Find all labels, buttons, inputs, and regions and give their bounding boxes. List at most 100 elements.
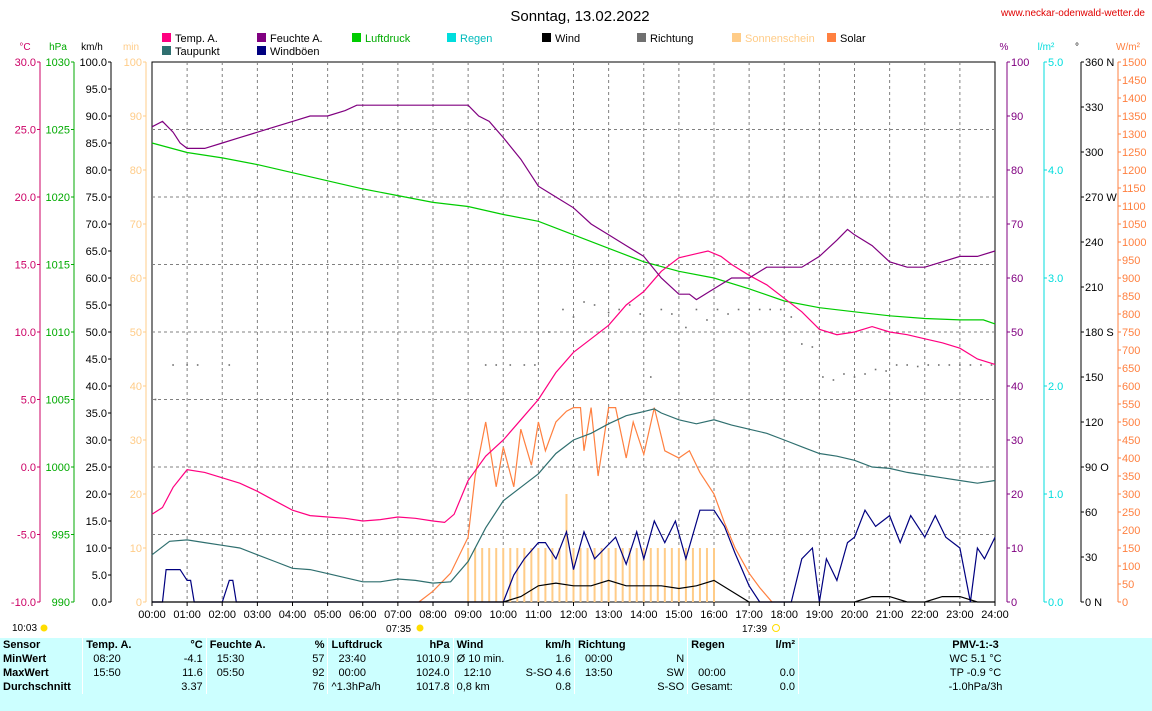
tick-label-wind: 50.0	[86, 327, 107, 339]
tick-label-solar: 450	[1122, 435, 1140, 447]
legend-swatch	[257, 33, 266, 42]
tick-label-press: 1010	[46, 327, 70, 339]
direction-point	[154, 398, 157, 401]
tick-label-dir: 60	[1085, 507, 1097, 519]
tick-label-solar: 150	[1122, 543, 1140, 555]
axis-unit-wind: km/h	[81, 42, 103, 53]
direction-point	[628, 304, 631, 306]
x-tick-label: 16:00	[700, 609, 728, 621]
direction-point	[938, 364, 940, 366]
stats-min-rain-time	[687, 652, 751, 666]
tick-label-sun: 10	[130, 543, 142, 555]
tick-label-wind: 95.0	[86, 84, 107, 96]
stats-min-hum: 57	[312, 653, 325, 665]
chart-axes: 30.025.020.015.010.05.00.0-5.0-10.0°C103…	[11, 42, 1147, 621]
tick-label-hum: 100	[1011, 57, 1029, 69]
sunrise-sun-icon	[416, 624, 424, 632]
x-tick-label: 09:00	[454, 609, 482, 621]
tick-label-hum: 80	[1011, 165, 1023, 177]
sunset-time: 17:39	[742, 624, 767, 635]
stats-hdr-wind: Wind	[452, 638, 523, 652]
tick-label-wind: 90.0	[86, 111, 107, 123]
tick-label-solar: 1250	[1122, 147, 1146, 159]
stats-hdr-press: Luftdruck	[327, 638, 412, 652]
stats-max-wind-dir: S-SO	[525, 667, 553, 679]
tick-label-temp: 0.0	[21, 462, 36, 474]
stats-min-temp: -4.1	[183, 653, 203, 665]
tick-label-wind: 45.0	[86, 354, 107, 366]
direction-point	[523, 364, 526, 366]
direction-point	[534, 364, 536, 366]
direction-point	[906, 364, 908, 366]
legend-label: Windböen	[270, 46, 320, 58]
direction-point	[695, 308, 698, 311]
direction-point	[583, 301, 585, 303]
tick-label-hum: 60	[1011, 273, 1023, 285]
tick-label-solar: 600	[1122, 381, 1140, 393]
tick-label-sun: 30	[130, 435, 142, 447]
tick-label-temp: 25.0	[15, 125, 36, 137]
tick-label-temp: -10.0	[11, 597, 36, 609]
tick-label-hum: 30	[1011, 435, 1023, 447]
direction-point	[948, 364, 951, 366]
direction-point	[548, 331, 550, 333]
stats-min-pmv: WC 5.1 °C	[798, 652, 1152, 666]
direction-point	[671, 313, 673, 315]
tick-label-temp: 15.0	[15, 260, 36, 272]
tick-label-wind: 30.0	[86, 435, 107, 447]
tick-label-solar: 250	[1122, 507, 1140, 519]
tick-label-wind: 35.0	[86, 408, 107, 420]
x-tick-label: 22:00	[911, 609, 939, 621]
direction-point	[509, 364, 512, 366]
legend-label: Feuchte A.	[270, 33, 323, 45]
direction-point	[864, 373, 866, 375]
tick-label-wind: 5.0	[92, 570, 107, 582]
source-link[interactable]: www.neckar-odenwald-wetter.de	[1000, 8, 1145, 19]
tick-label-solar: 800	[1122, 309, 1140, 321]
x-tick-label: 12:00	[560, 609, 588, 621]
series-feuchte-a	[151, 104, 996, 301]
stats-avg-press: 1017.8	[415, 681, 450, 693]
direction-point	[196, 364, 199, 366]
tick-label-wind: 60.0	[86, 273, 107, 285]
stats-max-wind: S-SO 4.6	[523, 666, 575, 680]
tick-label-wind: 75.0	[86, 192, 107, 204]
direction-point	[822, 376, 824, 378]
tick-label-sun: 80	[130, 165, 142, 177]
tick-label-solar: 500	[1122, 417, 1140, 429]
direction-point	[779, 308, 782, 311]
x-tick-label: 05:00	[314, 609, 342, 621]
stats-hdr-temp: Temp. A.	[82, 638, 135, 652]
stats-max-dir-time: 13:50	[573, 666, 637, 680]
stats-min-wind-label: Ø 10 min.	[452, 652, 523, 666]
direction-point	[885, 370, 887, 372]
tick-label-solar: 1050	[1122, 219, 1146, 231]
legend-swatch	[162, 33, 171, 42]
x-tick-label: 14:00	[630, 609, 658, 621]
tick-label-press: 990	[52, 597, 70, 609]
tick-label-wind: 20.0	[86, 489, 107, 501]
direction-point	[572, 316, 575, 318]
direction-point	[618, 308, 620, 311]
tick-label-hum: 50	[1011, 327, 1023, 339]
tick-label-dir: 150	[1085, 372, 1103, 384]
x-tick-label: 23:00	[946, 609, 974, 621]
stats-max-dir: SW	[666, 667, 685, 679]
legend-swatch	[732, 33, 741, 42]
tick-label-dir: 30	[1085, 552, 1097, 564]
tick-label-solar: 1350	[1122, 111, 1146, 123]
stats-hdr-hum: Feuchte A.	[205, 638, 276, 652]
x-tick-label: 07:00	[384, 609, 412, 621]
tick-label-press: 995	[52, 530, 70, 542]
stats-avg-wind-distance: 0,8 km	[452, 680, 523, 694]
direction-point	[916, 365, 919, 368]
tick-label-sun: 40	[130, 381, 142, 393]
x-tick-label: 11:00	[525, 609, 552, 621]
tick-label-wind: 10.0	[86, 543, 107, 555]
tick-label-rain: 1.0	[1048, 489, 1063, 501]
stats-max-wind-time: 12:10	[452, 666, 523, 680]
tick-label-wind: 80.0	[86, 165, 107, 177]
direction-point	[639, 313, 642, 315]
stats-max-hum-time: 05:50	[205, 666, 276, 680]
direction-point	[495, 364, 498, 366]
